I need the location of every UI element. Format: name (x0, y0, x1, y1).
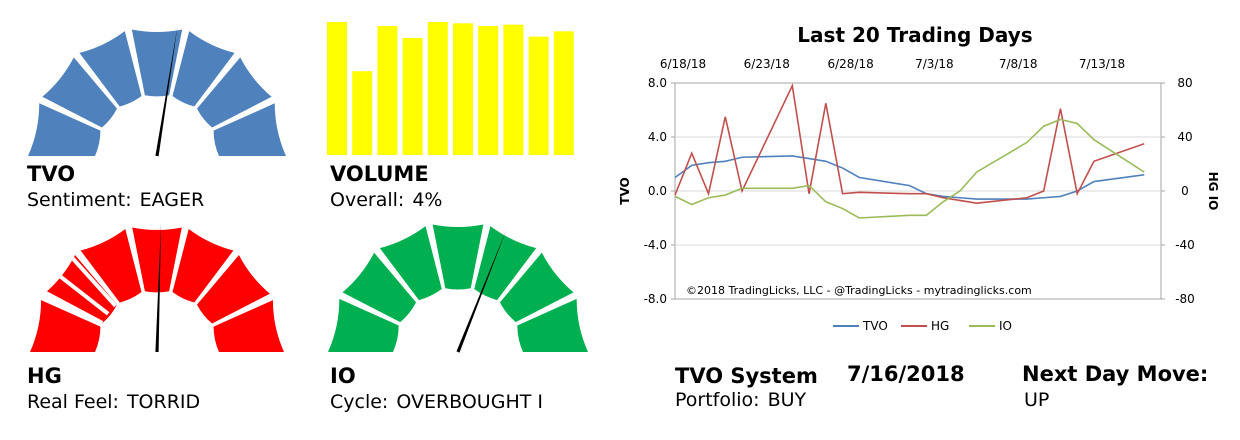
gauge-tvo-segment (131, 29, 183, 97)
gauge-io-segment (517, 298, 588, 352)
left-axis-tick-label: 4.0 (648, 130, 667, 144)
chart-title: Last 20 Trading Days (797, 23, 1032, 47)
left-axis-tick-label: 8.0 (648, 76, 667, 90)
hg-gauge-title: HG (27, 364, 62, 388)
next-day-move-label: Next Day Move: (1022, 362, 1209, 386)
top-axis-tick-label: 6/28/18 (827, 57, 873, 71)
left-axis-label: TVO (618, 177, 632, 204)
volume-bar (427, 22, 448, 155)
system-title: TVO System (675, 364, 818, 388)
gauge-io-segment (379, 226, 442, 301)
volume-bar (352, 71, 373, 155)
right-axis-tick-label: -40 (1175, 238, 1195, 252)
volume-bar (327, 22, 347, 155)
gauge-hg-segment (132, 227, 182, 293)
legend-label-io: IO (999, 319, 1012, 333)
gauge-tvo-segment (196, 57, 272, 128)
hg-real-feel-label: Real Feel: (27, 391, 119, 413)
volume-bar (553, 31, 574, 156)
gauge-hg-segment (213, 300, 284, 352)
left-axis-tick-label: -4.0 (644, 238, 667, 252)
gauge-hg-segment (30, 300, 101, 352)
tvo-sentiment-label: Sentiment: (27, 189, 132, 211)
chart-watermark: ©2018 TradingLicks, LLC - @TradingLicks … (686, 284, 1032, 297)
tvo-sentiment-readout: Sentiment: EAGER (27, 189, 204, 211)
top-axis-tick-label: 7/8/18 (999, 57, 1038, 71)
top-axis-tick-label: 6/23/18 (744, 57, 790, 71)
series-line-io (674, 118, 1145, 219)
volume-overall-readout: Overall: 4% (330, 189, 442, 211)
gauge-hg-divider (55, 272, 110, 316)
top-axis-tick-label: 6/18/18 (660, 57, 706, 71)
gauge-hg-segment (80, 229, 142, 303)
gauge-io-segment (474, 226, 537, 301)
gauge-hg-divider (43, 290, 104, 325)
gauge-io-segment (342, 252, 417, 323)
series-line-hg (674, 83, 1145, 204)
io-gauge-panel: IO Cycle: OVERBOUGHT I (300, 220, 600, 440)
io-cycle-readout: Cycle: OVERBOUGHT I (330, 391, 543, 413)
volume-overall-label: Overall: (330, 189, 405, 211)
gauge-io-needle (456, 229, 507, 353)
io-cycle-value: OVERBOUGHT I (396, 391, 543, 413)
volume-bar (453, 23, 473, 155)
gauge-tvo-segment (172, 31, 235, 107)
next-day-move-value: UP (1024, 389, 1050, 411)
volume-overall-value: 4% (412, 189, 443, 211)
gauge-tvo-segment (213, 103, 286, 156)
volume-title: VOLUME (330, 162, 429, 186)
tvo-gauge-panel: TVO Sentiment: EAGER (0, 0, 300, 220)
portfolio-value: BUY (767, 389, 807, 411)
tvo-gauge-title: TVO (27, 162, 76, 186)
volume-bar (377, 25, 398, 155)
tvo-sentiment-value: EAGER (139, 189, 205, 211)
left-axis-tick-label: 0.0 (648, 184, 667, 198)
top-axis-tick-label: 7/3/18 (915, 57, 954, 71)
right-axis-tick-label: 80 (1177, 76, 1192, 90)
portfolio-readout: Portfolio: BUY (675, 389, 806, 411)
volume-bar (528, 36, 549, 155)
gauge-tvo-segment (42, 57, 118, 128)
chart-plot-layer: 8.0 80 4.0 40 0.0 0 -4.0 -40 -8.0 -80 6/18/18 6/23/… (618, 57, 1220, 333)
gauge-tvo-segment (79, 31, 142, 107)
series-line-tvo (674, 155, 1145, 200)
volume-bar (503, 24, 524, 155)
gauge-hg-segment (172, 229, 234, 303)
gauge-tvo-segment (28, 103, 101, 156)
gauge-tvo-needle (155, 26, 178, 157)
volume-panel: VOLUME Overall: 4% (300, 0, 600, 220)
gauge-io-segment (499, 252, 574, 323)
hg-gauge-panel: HG Real Feel: TORRID (0, 220, 300, 440)
right-axis-label: HG IO (1206, 172, 1220, 211)
gauge-io-segment (328, 298, 399, 352)
system-date: 7/16/2018 (847, 362, 965, 386)
tvo-gauge (28, 26, 286, 157)
left-axis-tick-label: -8.0 (644, 292, 667, 306)
io-gauge-title: IO (330, 364, 356, 388)
top-axis-tick-label: 7/13/18 (1079, 57, 1125, 71)
legend-label-tvo: TVO (862, 319, 888, 333)
hg-real-feel-value: TORRID (126, 391, 201, 413)
io-gauge (328, 224, 588, 353)
gauge-hg-needle (155, 223, 162, 353)
right-axis-tick-label: -80 (1175, 292, 1195, 306)
hg-gauge (30, 223, 284, 353)
hg-real-feel-readout: Real Feel: TORRID (27, 391, 200, 413)
gauge-hg-divider (70, 256, 118, 308)
volume-bar (478, 25, 499, 155)
io-cycle-label: Cycle: (330, 391, 389, 413)
gauge-io-segment (432, 224, 484, 290)
legend-label-hg: HG (931, 319, 949, 333)
volume-bar (402, 37, 423, 155)
right-axis-tick-label: 0 (1181, 184, 1189, 198)
right-axis-tick-label: 40 (1177, 130, 1192, 144)
gauge-hg-segment (196, 254, 270, 324)
portfolio-label: Portfolio: (675, 389, 760, 411)
volume-bars (327, 22, 574, 156)
trading-days-chart: Last 20 Trading Days 8.0 80 4.0 40 0.0 0 -4.0 -… (618, 23, 1220, 333)
